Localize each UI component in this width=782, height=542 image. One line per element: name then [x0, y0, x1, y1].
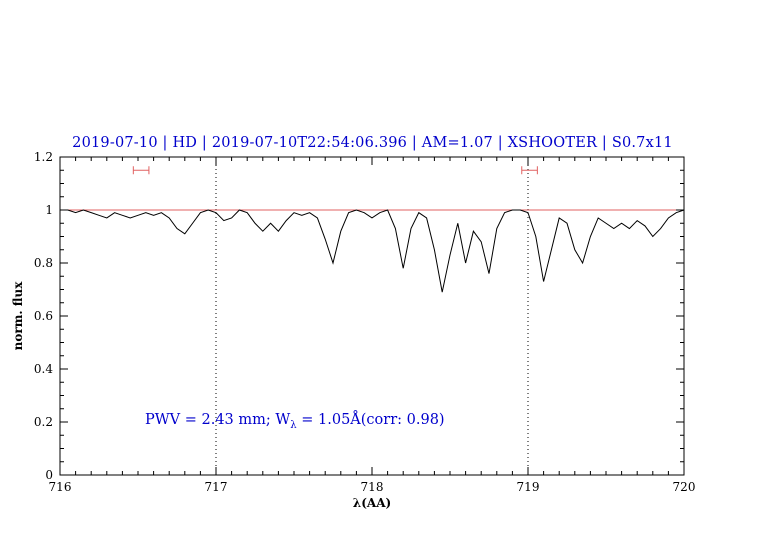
y-tick-label: 1.2: [34, 150, 53, 164]
annotation-suffix: = 1.05Å(corr: 0.98): [296, 412, 445, 428]
y-tick-label: 1: [45, 203, 53, 217]
y-axis-label: norm. flux: [11, 281, 25, 351]
y-tick-label: 0.8: [34, 256, 53, 270]
plot-title: 2019-07-10 | HD | 2019-07-10T22:54:06.39…: [72, 135, 673, 151]
annotation-prefix: PWV = 2.43 mm; W: [145, 412, 291, 428]
annotation-lambda-subscript: λ: [290, 419, 297, 431]
y-tick-label: 0.2: [34, 415, 53, 429]
pwv-annotation: PWV = 2.43 mm; Wλ = 1.05Å(corr: 0.98): [145, 412, 445, 431]
y-tick-label: 0: [45, 468, 53, 482]
x-tick-label: 716: [49, 480, 72, 494]
x-tick-label: 719: [517, 480, 540, 494]
x-axis-label: λ(AA): [353, 496, 391, 510]
spectrum-line: [60, 209, 685, 293]
y-tick-label: 0.6: [34, 309, 53, 323]
x-tick-label: 717: [205, 480, 228, 494]
x-tick-label: 720: [673, 480, 696, 494]
x-tick-label: 718: [361, 480, 384, 494]
y-tick-label: 0.4: [34, 362, 53, 376]
